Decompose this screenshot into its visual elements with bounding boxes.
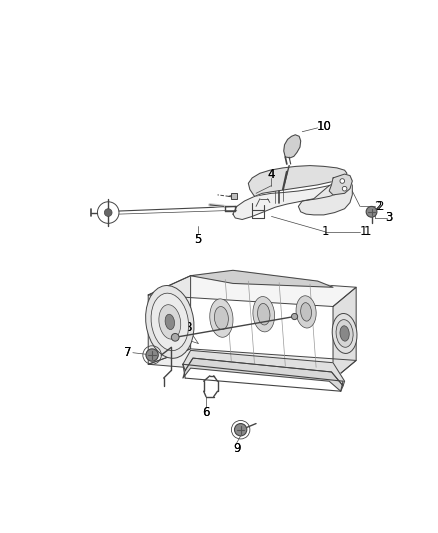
- Polygon shape: [148, 276, 356, 306]
- Polygon shape: [183, 350, 345, 386]
- Text: 7: 7: [124, 346, 131, 359]
- Circle shape: [366, 206, 377, 217]
- Ellipse shape: [215, 306, 228, 329]
- Ellipse shape: [296, 296, 316, 328]
- Text: 10: 10: [316, 120, 331, 133]
- Ellipse shape: [340, 326, 349, 341]
- Ellipse shape: [165, 314, 174, 329]
- Polygon shape: [233, 177, 349, 220]
- Text: 3: 3: [385, 212, 393, 224]
- Text: 1: 1: [360, 225, 367, 238]
- Text: 1: 1: [321, 225, 329, 238]
- Polygon shape: [298, 177, 352, 215]
- Text: 4: 4: [268, 167, 275, 181]
- Polygon shape: [329, 174, 352, 195]
- Text: 9: 9: [233, 442, 240, 456]
- Ellipse shape: [210, 299, 233, 337]
- Text: 5: 5: [194, 233, 202, 246]
- Text: 1: 1: [364, 225, 371, 238]
- Ellipse shape: [253, 296, 275, 332]
- Polygon shape: [183, 358, 343, 391]
- Polygon shape: [248, 166, 347, 196]
- Ellipse shape: [151, 293, 188, 351]
- Text: 8: 8: [184, 321, 192, 334]
- Polygon shape: [148, 276, 191, 364]
- Text: 9: 9: [233, 442, 240, 456]
- Circle shape: [342, 187, 347, 191]
- Text: 3: 3: [385, 212, 393, 224]
- Ellipse shape: [159, 305, 181, 339]
- FancyBboxPatch shape: [231, 193, 237, 199]
- Text: 6: 6: [202, 406, 210, 418]
- Circle shape: [340, 179, 345, 183]
- Ellipse shape: [258, 303, 270, 325]
- Text: 4: 4: [268, 167, 275, 181]
- Text: 6: 6: [202, 406, 210, 418]
- Ellipse shape: [300, 303, 311, 321]
- Text: 2: 2: [374, 200, 381, 213]
- Text: 8: 8: [184, 321, 192, 334]
- Circle shape: [291, 313, 298, 320]
- Ellipse shape: [332, 313, 357, 353]
- Polygon shape: [284, 135, 301, 158]
- Text: 2: 2: [376, 200, 384, 213]
- Ellipse shape: [145, 286, 194, 358]
- Polygon shape: [333, 287, 356, 379]
- Ellipse shape: [336, 320, 353, 348]
- Circle shape: [146, 349, 158, 361]
- Circle shape: [104, 209, 112, 216]
- Polygon shape: [191, 270, 333, 287]
- Text: 10: 10: [316, 120, 331, 133]
- Polygon shape: [148, 349, 356, 379]
- Circle shape: [234, 424, 247, 436]
- Circle shape: [171, 334, 179, 341]
- Text: 5: 5: [194, 233, 202, 246]
- Text: 7: 7: [124, 346, 131, 359]
